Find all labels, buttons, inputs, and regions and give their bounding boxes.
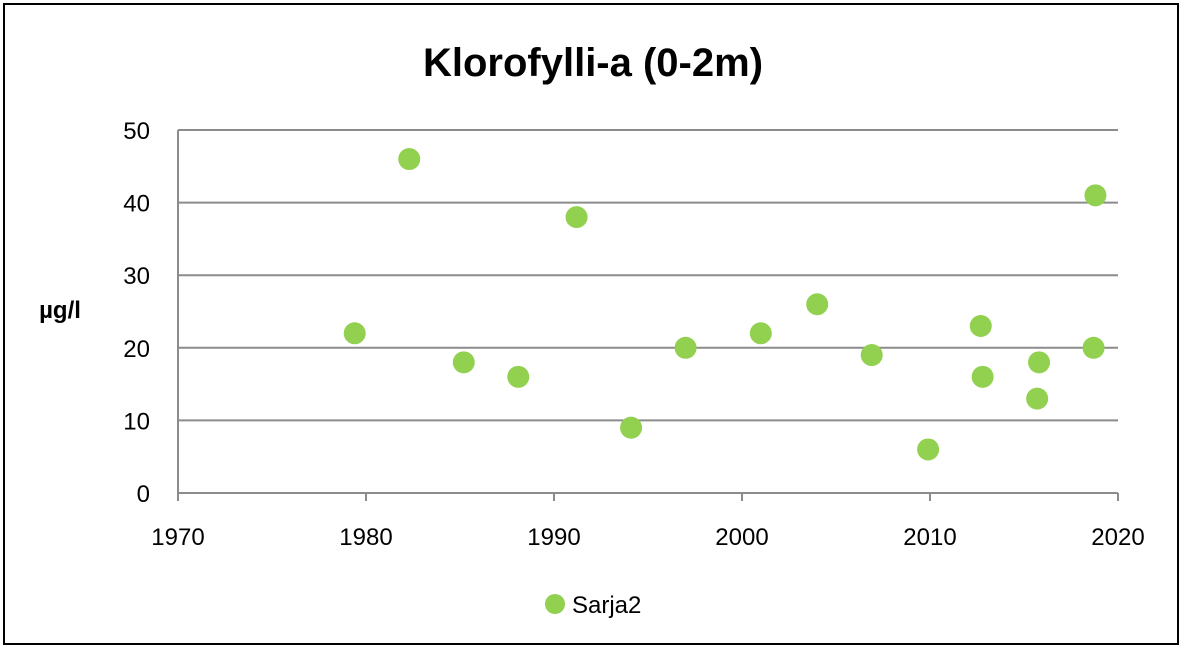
legend: Sarja2 (545, 592, 641, 619)
x-tick-label: 2020 (1091, 524, 1144, 551)
data-point (565, 206, 588, 229)
y-tick-label: 30 (123, 263, 150, 290)
data-point (1082, 336, 1105, 359)
data-point (452, 351, 475, 374)
data-points (343, 148, 1107, 461)
data-point (343, 322, 366, 345)
x-tick-label: 1980 (339, 524, 392, 551)
data-point (507, 365, 530, 388)
data-point (620, 416, 643, 439)
data-point (749, 322, 772, 345)
data-point (806, 293, 829, 316)
y-axis-label: µg/l (39, 297, 81, 324)
y-tick-label: 20 (123, 336, 150, 363)
x-tick-labels: 1970 1980 1990 2000 2010 2020 (151, 524, 1144, 551)
y-tick-labels: 0 10 20 30 40 50 (123, 118, 150, 508)
y-tick-label: 50 (123, 118, 150, 145)
data-point (1026, 387, 1049, 410)
data-point (971, 365, 994, 388)
data-point (1028, 351, 1051, 374)
y-tick-label: 0 (137, 481, 150, 508)
legend-marker (545, 594, 565, 614)
data-point (1084, 184, 1107, 207)
data-point (398, 148, 421, 171)
gridlines (178, 129, 1118, 422)
x-tick-label: 1970 (151, 524, 204, 551)
data-point (917, 438, 940, 461)
x-tick-label: 2010 (903, 524, 956, 551)
y-tick-label: 10 (123, 408, 150, 435)
x-tick-label: 2000 (715, 524, 768, 551)
data-point (860, 344, 883, 367)
y-tick-label: 40 (123, 191, 150, 218)
x-tick-label: 1990 (527, 524, 580, 551)
legend-label: Sarja2 (572, 592, 641, 619)
chart-title: Klorofylli-a (0-2m) (423, 41, 763, 85)
data-point (674, 336, 697, 359)
data-point (969, 315, 992, 338)
axes (177, 130, 1119, 501)
